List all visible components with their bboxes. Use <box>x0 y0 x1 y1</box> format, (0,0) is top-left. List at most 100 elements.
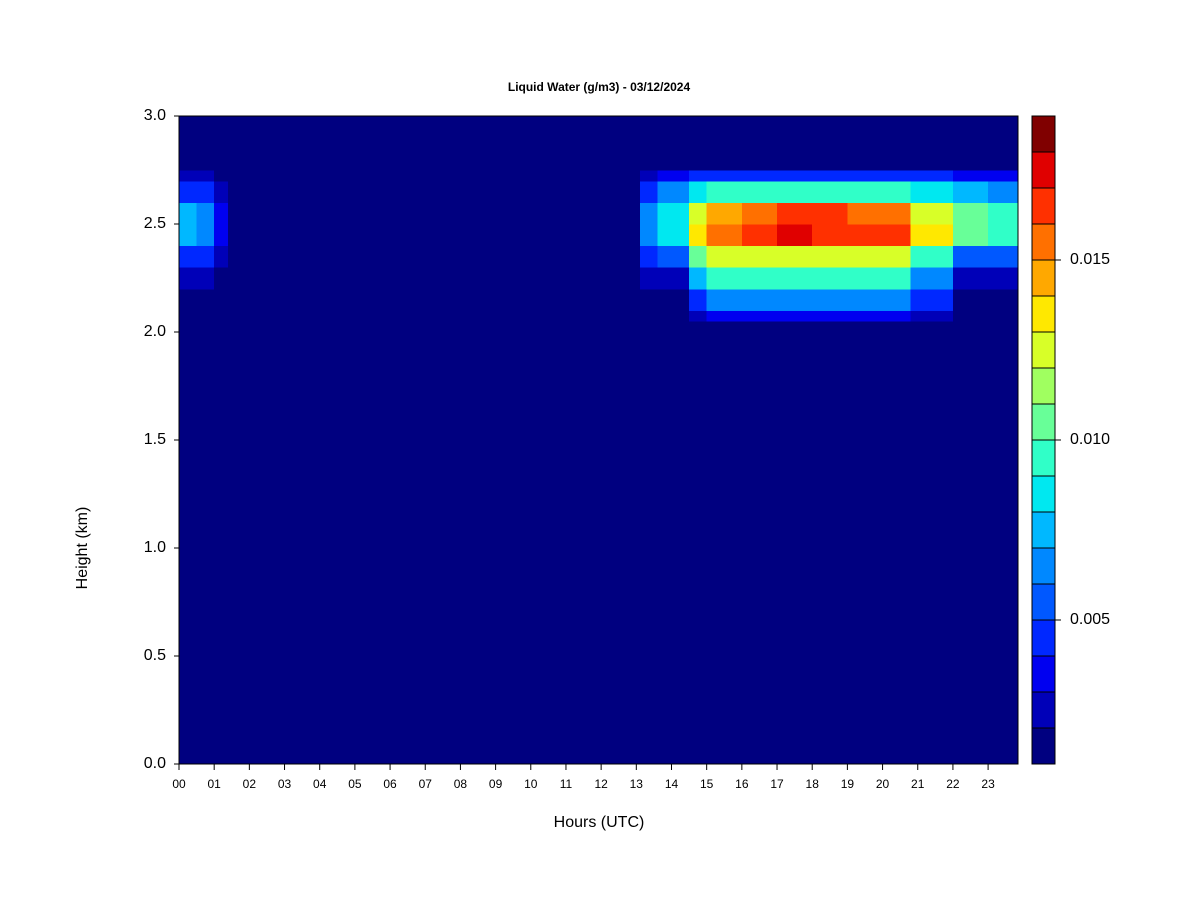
heatmap-cell <box>706 245 743 268</box>
heatmap-cell <box>988 116 1019 171</box>
heatmap-cell <box>689 310 708 322</box>
heatmap-cell <box>741 267 778 290</box>
heatmap-cell <box>196 288 215 311</box>
heatmap-cell <box>952 321 989 765</box>
x-tick-label: 17 <box>770 777 784 791</box>
heatmap-cell <box>179 310 198 322</box>
heatmap-cell <box>847 116 884 171</box>
heatmap-cell <box>196 310 215 322</box>
heatmap-cell <box>228 224 641 247</box>
heatmap-cell <box>706 180 743 203</box>
heatmap-cell <box>777 202 813 225</box>
heatmap-cell <box>741 116 778 171</box>
heatmap-cell <box>214 321 229 765</box>
heatmap-cell <box>741 288 778 311</box>
heatmap-cell <box>988 180 1019 203</box>
colorbar-bin <box>1031 619 1056 657</box>
heatmap-cell <box>952 245 989 268</box>
heatmap-cell <box>847 310 884 322</box>
x-tick-label: 14 <box>665 777 679 791</box>
x-tick-label: 23 <box>981 777 995 791</box>
heatmap-cell <box>214 310 229 322</box>
heatmap-cell <box>952 267 989 290</box>
colorbar-bin <box>1031 583 1056 621</box>
heatmap-cell <box>910 321 954 765</box>
colorbar-tick-label: 0.015 <box>1070 251 1110 268</box>
heatmap-cell <box>812 310 848 322</box>
heatmap-cell <box>882 321 912 765</box>
colorbar-bin <box>1031 115 1056 153</box>
heatmap-cell <box>214 267 229 290</box>
heatmap-cell <box>812 224 848 247</box>
heatmap-cell <box>214 245 229 268</box>
y-tick-label: 3.0 <box>144 107 166 124</box>
x-tick-label: 07 <box>419 777 433 791</box>
x-tick-label: 09 <box>489 777 503 791</box>
colorbar-tick-label: 0.010 <box>1070 431 1110 448</box>
heatmap-cell <box>952 116 989 171</box>
y-axis-label: Height (km) <box>74 507 91 590</box>
heatmap-cell <box>706 321 743 765</box>
heatmap-cell <box>196 180 215 203</box>
heatmap-cell <box>689 288 708 311</box>
heatmap-cell <box>639 116 658 171</box>
heatmap-cell <box>882 310 912 322</box>
heatmap-cell <box>741 245 778 268</box>
heatmap-cell <box>657 321 690 765</box>
heatmap-cell <box>706 310 743 322</box>
colorbar-bin <box>1031 367 1056 405</box>
x-tick-label: 02 <box>243 777 257 791</box>
heatmap-cell <box>657 180 690 203</box>
heatmap-cell <box>847 224 884 247</box>
heatmap-cell <box>882 267 912 290</box>
heatmap-cell <box>777 245 813 268</box>
heatmap-cell <box>228 310 641 322</box>
heatmap-cell <box>812 288 848 311</box>
heatmap-cell <box>741 180 778 203</box>
x-tick-label: 04 <box>313 777 327 791</box>
heatmap-cell <box>812 267 848 290</box>
heatmap-cell <box>812 202 848 225</box>
heatmap-cell <box>777 224 813 247</box>
heatmap-cell <box>706 170 743 182</box>
x-axis-label: Hours (UTC) <box>554 814 645 831</box>
heatmap-cell <box>988 321 1019 765</box>
heatmap-cell <box>214 116 229 171</box>
heatmap-cell <box>689 180 708 203</box>
colorbar-bin <box>1031 223 1056 261</box>
x-tick-label: 13 <box>630 777 644 791</box>
heatmap-cell <box>952 310 989 322</box>
x-tick-label: 18 <box>806 777 820 791</box>
heatmap-cell <box>179 202 198 225</box>
colorbar-bin <box>1031 331 1056 369</box>
heatmap-cell <box>988 267 1019 290</box>
y-tick-label: 0.5 <box>144 647 166 664</box>
heatmap-cell <box>228 267 641 290</box>
heatmap-cell <box>910 116 954 171</box>
heatmap-cell <box>657 170 690 182</box>
colorbar-bin <box>1031 475 1056 513</box>
heatmap-cell <box>812 180 848 203</box>
heatmap-cell <box>910 180 954 203</box>
heatmap-cell <box>179 267 198 290</box>
heatmap-cell <box>639 224 658 247</box>
x-tick-label: 03 <box>278 777 292 791</box>
heatmap-cell <box>988 245 1019 268</box>
colorbar-bin <box>1031 727 1056 765</box>
heatmap-cell <box>179 116 198 171</box>
heatmap-cell <box>228 202 641 225</box>
colorbar-bin <box>1031 691 1056 729</box>
heatmap-cell <box>882 245 912 268</box>
heatmap-cell <box>214 288 229 311</box>
heatmap-cell <box>228 170 641 182</box>
heatmap-cell <box>910 202 954 225</box>
heatmap-cell <box>657 267 690 290</box>
heatmap-cell <box>639 288 658 311</box>
heatmap-cell <box>777 267 813 290</box>
heatmap-cell <box>847 180 884 203</box>
heatmap-cell <box>988 224 1019 247</box>
heatmap-cell <box>689 321 708 765</box>
heatmap-cell <box>952 288 989 311</box>
heatmap-cell <box>847 321 884 765</box>
heatmap-cell <box>882 288 912 311</box>
